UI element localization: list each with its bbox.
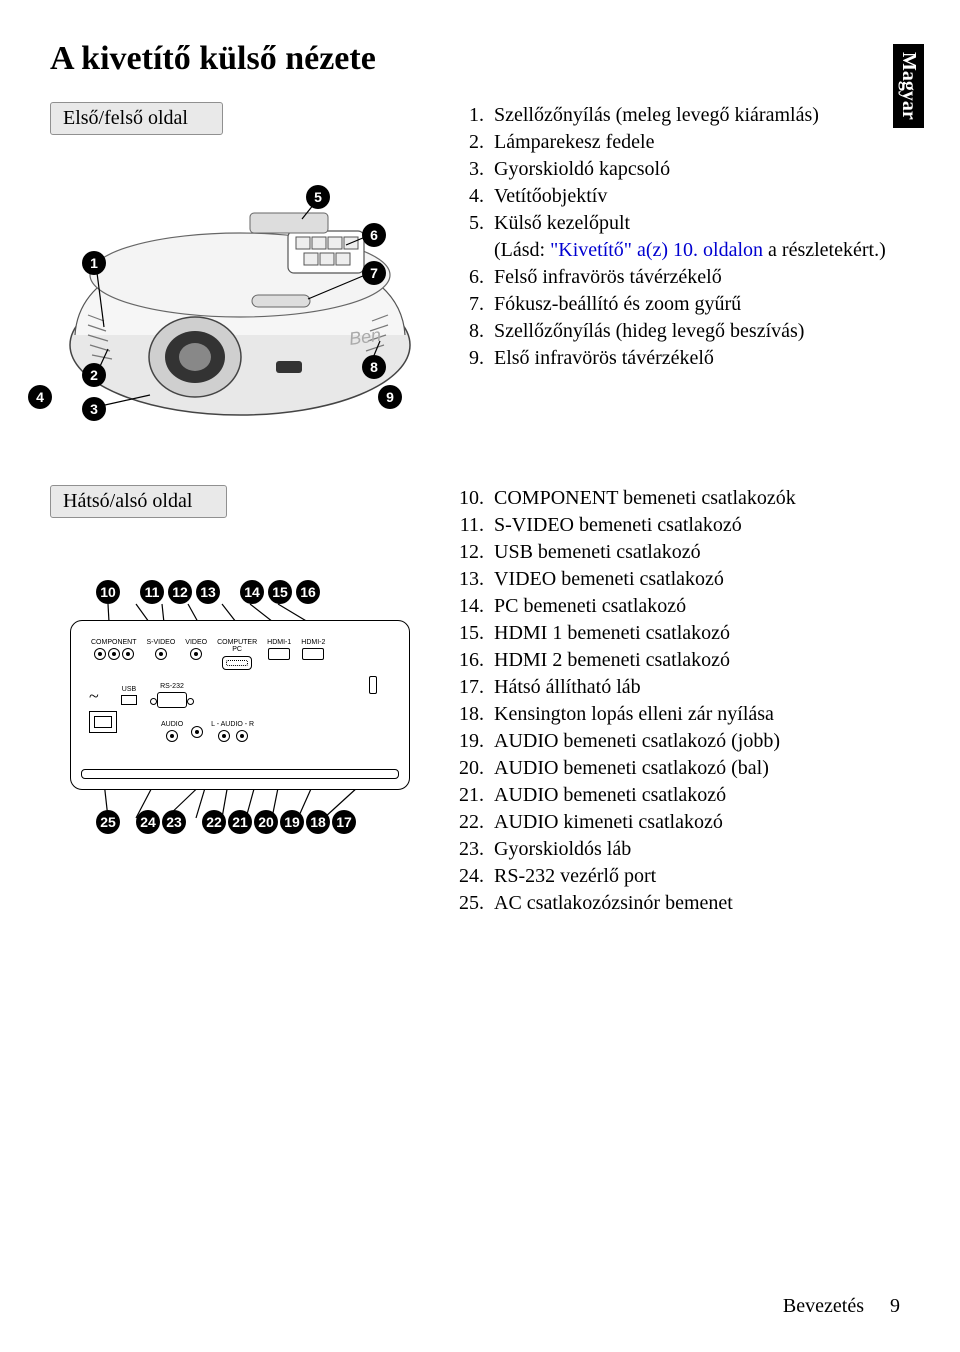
list-item: 24.RS-232 vezérlő port (458, 863, 796, 890)
rear-parts-list: 10.COMPONENT bemeneti csatlakozók11.S-VI… (458, 485, 910, 917)
port-rs232: RS-232 (157, 683, 187, 708)
port-pc: COMPUTER PC (217, 639, 257, 670)
list-item: 6.Felső infravörös távérzékelő (458, 264, 886, 291)
list-item: 5.Külső kezelőpult(Lásd: "Kivetítő" a(z)… (458, 210, 886, 264)
callout-7: 7 (362, 261, 386, 285)
cross-reference-link[interactable]: "Kivetítő" a(z) 10. oldalon (550, 239, 763, 261)
list-item: 13.VIDEO bemeneti csatlakozó (458, 566, 796, 593)
rear-diagram-column: Hátsó/alsó oldal 10111213141516 (50, 485, 430, 917)
list-item: 10.COMPONENT bemeneti csatlakozók (458, 485, 796, 512)
list-item: 1.Szellőzőnyílás (meleg levegő kiáramlás… (458, 102, 886, 129)
callout-9: 9 (378, 385, 402, 409)
list-item: 15.HDMI 1 bemeneti csatlakozó (458, 620, 796, 647)
port-component: COMPONENT (91, 639, 137, 660)
list-item: 12.USB bemeneti csatlakozó (458, 539, 796, 566)
rear-section: Hátsó/alsó oldal 10111213141516 (50, 485, 910, 917)
callout-1: 1 (82, 251, 106, 275)
callout-21: 21 (228, 810, 252, 834)
list-item: 14.PC bemeneti csatlakozó (458, 593, 796, 620)
callout-22: 22 (202, 810, 226, 834)
callout-19: 19 (280, 810, 304, 834)
list-item: 7.Fókusz-beállító és zoom gyűrű (458, 291, 886, 318)
page-title: A kivetítő külső nézete (50, 40, 910, 78)
list-item: 25.AC csatlakozózsinór bemenet (458, 890, 796, 917)
language-tag: Magyar (893, 44, 924, 128)
list-item: 20.AUDIO bemeneti csatlakozó (bal) (458, 755, 796, 782)
rear-bottom-callout-row: 25 2423 222120191817 (96, 810, 356, 834)
front-parts-list: 1.Szellőzőnyílás (meleg levegő kiáramlás… (458, 102, 910, 445)
audio-row: AUDIO L - AUDIO - R (161, 721, 254, 742)
rear-panel: COMPONENT S-VIDEO VIDEO COMPUTER PC (70, 620, 410, 790)
front-projector-diagram: Ben 1 2 3 5 6 (50, 145, 430, 445)
list-item: 2.Lámparekesz fedele (458, 129, 886, 156)
list-item: 4.Vetítőobjektív (458, 183, 886, 210)
list-item: 3.Gyorskioldó kapcsoló (458, 156, 886, 183)
footer-page-number: 9 (890, 1295, 900, 1318)
front-side-label: Első/felső oldal (50, 102, 223, 135)
port-svideo: S-VIDEO (147, 639, 176, 660)
projector-front-drawing: Ben (50, 145, 430, 445)
list-item: 21.AUDIO bemeneti csatlakozó (458, 782, 796, 809)
callout-17: 17 (332, 810, 356, 834)
callout-2: 2 (82, 363, 106, 387)
port-hdmi2: HDMI-2 (301, 639, 325, 660)
rear-side-label: Hátsó/alsó oldal (50, 485, 227, 518)
ac-tilde-icon: ~ (89, 686, 99, 707)
port-hdmi1: HDMI-1 (267, 639, 291, 660)
list-item: 17.Hátsó állítható láb (458, 674, 796, 701)
list-item: 22.AUDIO kimeneti csatlakozó (458, 809, 796, 836)
port-usb: USB (121, 686, 137, 705)
callout-25: 25 (96, 810, 120, 834)
callout-6: 6 (362, 223, 386, 247)
rear-foot (81, 769, 399, 779)
list-item: 8.Szellőzőnyílás (hideg levegő beszívás) (458, 318, 886, 345)
list-item: 11.S-VIDEO bemeneti csatlakozó (458, 512, 796, 539)
front-diagram-column: Első/felső oldal (50, 102, 430, 445)
kensington-lock-slot (369, 676, 377, 694)
port-video: VIDEO (185, 639, 207, 660)
callout-18: 18 (306, 810, 330, 834)
list-item: 9.Első infravörös távérzékelő (458, 345, 886, 372)
front-section: Első/felső oldal (50, 102, 910, 445)
list-item: 16.HDMI 2 bemeneti csatlakozó (458, 647, 796, 674)
callout-8: 8 (362, 355, 386, 379)
callout-4: 4 (28, 385, 52, 409)
callout-5: 5 (306, 185, 330, 209)
callout-23: 23 (162, 810, 186, 834)
ac-inlet (89, 711, 117, 733)
footer-section-name: Bevezetés (783, 1295, 864, 1318)
page-footer: Bevezetés 9 (783, 1295, 900, 1318)
list-item: 23.Gyorskioldós láb (458, 836, 796, 863)
list-item: 19.AUDIO bemeneti csatlakozó (jobb) (458, 728, 796, 755)
rear-projector-diagram: 10111213141516 (50, 528, 430, 838)
list-item: 18.Kensington lopás elleni zár nyílása (458, 701, 796, 728)
callout-20: 20 (254, 810, 278, 834)
callout-24: 24 (136, 810, 160, 834)
callout-3: 3 (82, 397, 106, 421)
